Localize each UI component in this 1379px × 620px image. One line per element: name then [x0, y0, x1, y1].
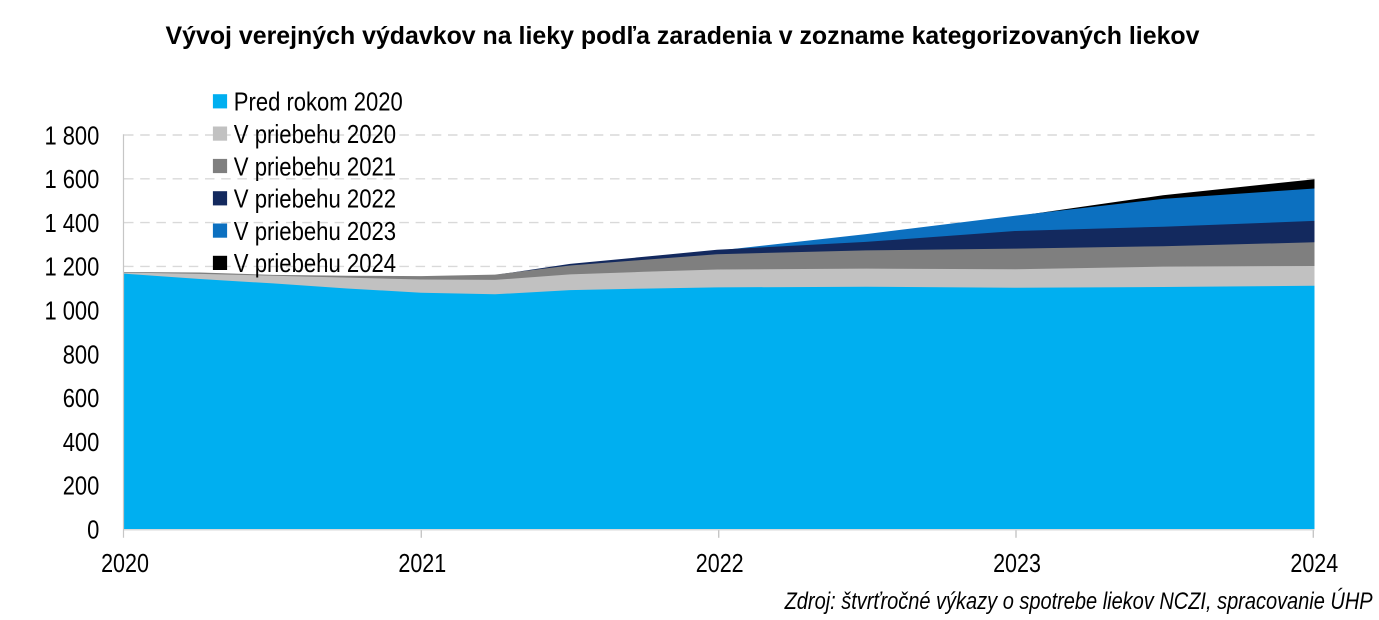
svg-text:0: 0 [87, 515, 99, 545]
svg-text:2020: 2020 [101, 548, 149, 578]
svg-text:V priebehu 2020: V priebehu 2020 [234, 119, 396, 149]
svg-text:2023: 2023 [993, 548, 1041, 578]
svg-text:1 600: 1 600 [45, 164, 100, 194]
svg-text:2022: 2022 [696, 548, 744, 578]
svg-text:V priebehu 2021: V priebehu 2021 [234, 151, 396, 181]
svg-text:1 200: 1 200 [45, 252, 100, 282]
svg-text:Vývoj verejných výdavkov na li: Vývoj verejných výdavkov na lieky podľa … [166, 22, 1200, 50]
svg-text:V priebehu 2022: V priebehu 2022 [234, 184, 396, 214]
svg-text:400: 400 [63, 427, 100, 457]
svg-text:200: 200 [63, 471, 100, 501]
svg-text:Pred rokom 2020: Pred rokom 2020 [234, 87, 403, 117]
svg-text:2021: 2021 [398, 548, 446, 578]
svg-text:800: 800 [63, 339, 100, 369]
svg-text:2024: 2024 [1290, 548, 1338, 578]
svg-text:1 000: 1 000 [45, 296, 100, 326]
svg-text:1 400: 1 400 [45, 208, 100, 238]
svg-text:1 800: 1 800 [45, 120, 100, 150]
svg-text:V priebehu 2024: V priebehu 2024 [234, 248, 396, 278]
svg-text:V priebehu 2023: V priebehu 2023 [234, 216, 396, 246]
svg-text:600: 600 [63, 383, 100, 413]
svg-text:Zdroj: štvrťročné výkazy o spo: Zdroj: štvrťročné výkazy o spotrebe liek… [784, 588, 1373, 615]
